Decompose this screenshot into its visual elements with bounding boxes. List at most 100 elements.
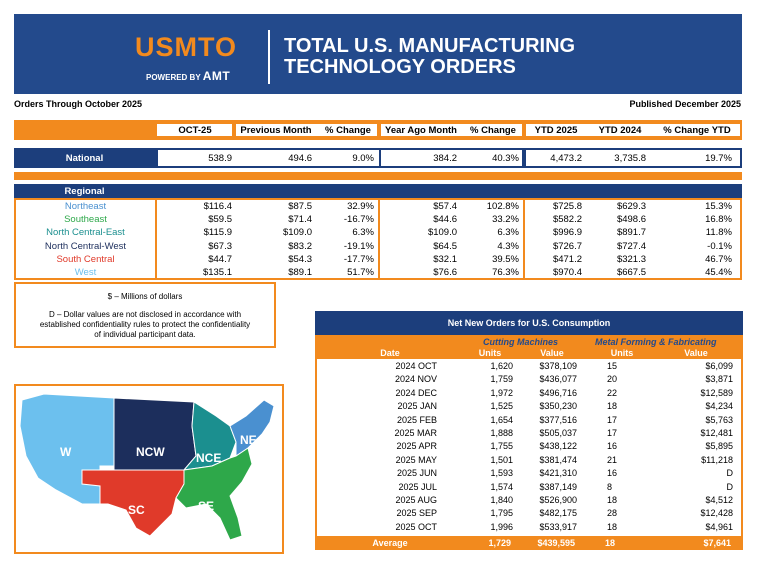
cell-units-1: 1,759: [490, 374, 513, 385]
published-date: Published December 2025: [629, 99, 741, 109]
cell-units-1: 1,620: [490, 361, 513, 371]
region-5-value-6: $667.5: [616, 267, 646, 278]
region-name-5: West: [74, 267, 97, 278]
cell-date: 2025 AUG: [395, 495, 437, 505]
cell-units-2: 16: [607, 468, 618, 479]
cell-value-1: $436,077: [539, 374, 577, 385]
region-3-value-0: $67.3: [208, 240, 232, 252]
cell-value-2: $12,589: [700, 387, 733, 398]
regional-box-3: [523, 198, 742, 280]
cell-units-1: 1,501: [490, 454, 513, 465]
region-3-value-5: $726.7: [552, 240, 582, 252]
table-row: 2024 DEC 1,972 $496,716 22 $12,589: [317, 387, 741, 400]
region-map: W NCW NCE NE SC SE: [14, 384, 284, 554]
regional-box-1: [155, 198, 380, 280]
col-pct-change-1: % Change: [325, 125, 371, 136]
page-title: TOTAL U.S. MANUFACTURING TECHNOLOGY ORDE…: [284, 36, 714, 78]
cell-value-2: $4,234: [705, 401, 733, 412]
region-4-value-1: $54.3: [288, 253, 312, 265]
cell-value-2: D: [726, 468, 734, 479]
cell-value-1: $526,900: [539, 495, 577, 505]
cell-units-2: 18: [607, 495, 618, 505]
region-5-value-5: $970.4: [552, 267, 582, 278]
cell-value-1: $381,474: [539, 454, 577, 465]
table-row: 2025 JAN 1,525 $350,230 18 $4,234: [317, 400, 741, 413]
region-5-value-7: 45.4%: [705, 267, 732, 278]
cell-value-2: $5,763: [705, 414, 733, 425]
separator-bar: [14, 172, 742, 180]
cell-units-2: 18: [607, 521, 618, 532]
region-0-value-4: 102.8%: [486, 201, 519, 212]
amt-brand: AMT: [202, 69, 231, 83]
cell-units-2: 17: [607, 428, 618, 438]
region-5-value-2: 51.7%: [347, 267, 374, 278]
national-value-7: 19.7%: [705, 153, 732, 164]
map-label-se: SE: [198, 499, 214, 513]
region-se: [175, 447, 253, 541]
table-row: 2025 SEP 1,795 $482,175 28 $12,428: [317, 507, 741, 520]
cell-date: 2025 JUL: [398, 481, 437, 492]
national-value-5: 4,473.2: [550, 153, 582, 164]
map-label-sc: SC: [128, 503, 145, 517]
region-4-value-4: 39.5%: [492, 253, 519, 265]
region-1-value-6: $498.6: [616, 214, 646, 226]
region-3-value-4: 4.3%: [497, 240, 519, 252]
footnote-box: $ – Millions of dollars D – Dollar value…: [14, 282, 276, 348]
col-box-oct: [155, 122, 234, 138]
cell-units-1: 1,755: [490, 441, 513, 452]
note-line-4: of individual participant data.: [94, 330, 196, 339]
header-banner: [14, 14, 742, 94]
regional-box-2: [378, 198, 525, 280]
region-1-value-2: -16.7%: [343, 214, 374, 226]
region-1-value-0: $59.5: [208, 214, 232, 226]
average-value-2: $7,641: [703, 538, 731, 548]
group-metal-forming: Metal Forming & Fabricating: [595, 337, 717, 347]
col-box-prev: [234, 122, 379, 138]
region-0-value-3: $57.4: [433, 201, 457, 212]
col-date: Date: [380, 348, 400, 358]
region-1-value-7: 16.8%: [705, 214, 732, 226]
cell-date: 2025 MAY: [395, 454, 437, 465]
region-3-value-7: -0.1%: [707, 240, 732, 252]
region-name-0: Northeast: [64, 201, 107, 212]
cell-date: 2025 OCT: [395, 521, 437, 532]
region-1-value-3: $44.6: [433, 214, 457, 226]
region-4-value-0: $44.7: [208, 253, 232, 265]
cell-value-1: $421,310: [539, 468, 577, 479]
cell-units-1: 1,574: [490, 481, 513, 492]
table-row: 2025 JUL 1,574 $387,149 8 D: [317, 481, 741, 494]
cell-value-2: $12,481: [700, 428, 733, 438]
region-name-2: North Central-East: [46, 227, 125, 239]
net-new-orders-table: Net New Orders for U.S. Consumption Cutt…: [315, 311, 743, 550]
table-row: 2025 FEB 1,654 $377,516 17 $5,763: [317, 414, 741, 427]
cell-units-2: 28: [607, 508, 618, 519]
cell-value-1: $387,149: [539, 481, 577, 492]
us-region-map-svg: W NCW NCE NE SC SE: [19, 393, 275, 541]
average-units-2: 18: [605, 538, 616, 548]
cell-date: 2024 OCT: [395, 361, 437, 371]
national-box-2: [381, 150, 522, 166]
region-0-value-0: $116.4: [203, 201, 232, 212]
map-label-nce: NCE: [196, 451, 221, 465]
national-value-2: 9.0%: [352, 153, 374, 164]
col-prev-month: Previous Month: [240, 125, 312, 136]
region-0-value-2: 32.9%: [347, 201, 374, 212]
region-2-value-4: 6.3%: [497, 227, 519, 239]
cell-units-2: 15: [607, 361, 618, 371]
region-0-value-7: 15.3%: [705, 201, 732, 212]
col-ytd-2024: YTD 2024: [598, 125, 642, 136]
cell-units-2: 17: [607, 414, 618, 425]
col-pct-change-2: % Change: [470, 125, 516, 136]
national-value-0: 538.9: [208, 153, 232, 164]
cell-units-2: 21: [607, 454, 618, 465]
cell-value-2: $3,871: [705, 374, 733, 385]
average-label: Average: [372, 538, 408, 548]
table-row: 2025 MAR 1,888 $505,037 17 $12,481: [317, 427, 741, 440]
average-units-1: 1,729: [488, 538, 511, 548]
cell-value-2: $4,512: [705, 495, 733, 505]
national-value-3: 384.2: [433, 153, 457, 164]
cell-value-1: $377,516: [539, 414, 577, 425]
average-value-1: $439,595: [537, 538, 575, 548]
cell-date: 2024 DEC: [395, 387, 437, 398]
table-row: 2025 MAY 1,501 $381,474 21 $11,218: [317, 454, 741, 467]
